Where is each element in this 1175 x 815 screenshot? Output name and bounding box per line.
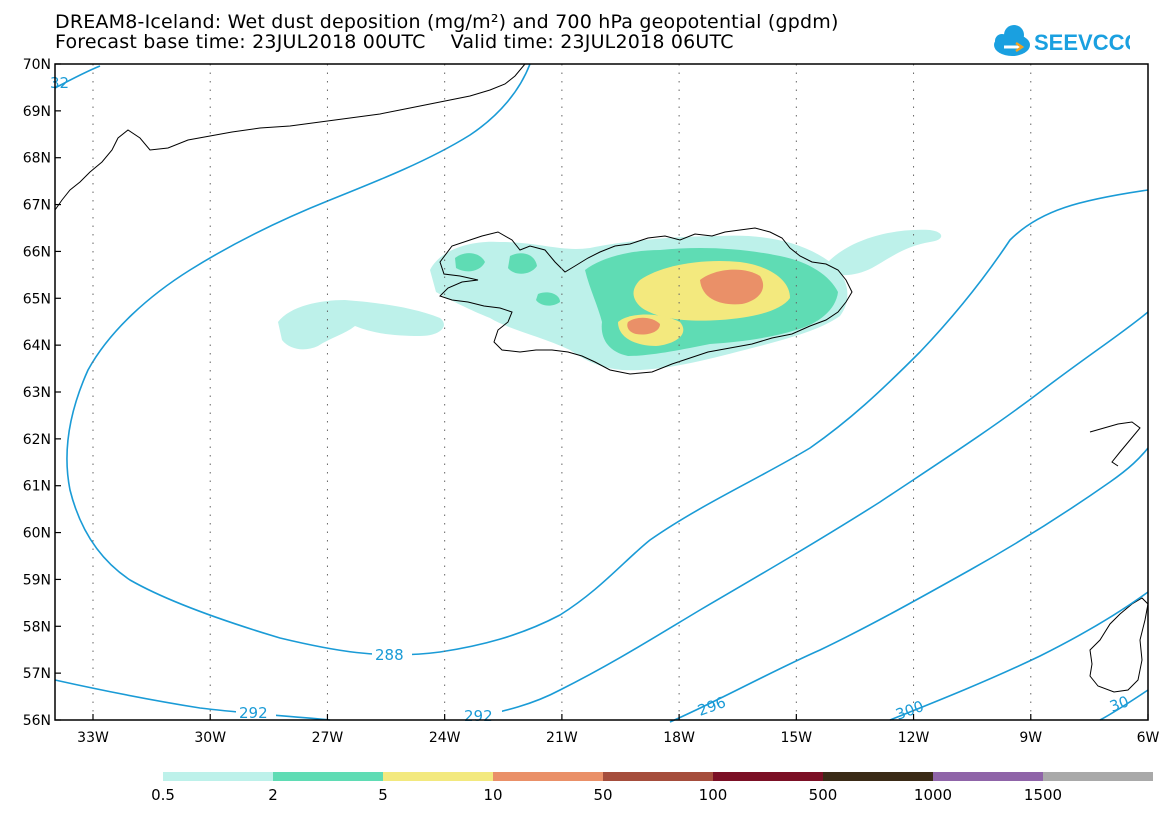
cloud-icon bbox=[994, 25, 1030, 56]
contour-296 bbox=[669, 447, 1149, 723]
contour-288 bbox=[54, 63, 1149, 656]
legend-swatch bbox=[823, 772, 933, 781]
contour-label-292b: 292 bbox=[464, 707, 493, 725]
legend-label: 1000 bbox=[914, 786, 952, 804]
lat-label: 67N bbox=[23, 198, 51, 214]
dust-patch-sea-east bbox=[828, 229, 942, 276]
coastline-faroe bbox=[1089, 421, 1141, 467]
legend-swatch bbox=[603, 772, 713, 781]
longitude-labels: 33W 30W 27W 24W 21W 18W 15W 12W 9W 6W bbox=[77, 730, 1159, 746]
lat-label: 57N bbox=[23, 666, 51, 682]
legend-swatch bbox=[713, 772, 823, 781]
label-bg-292a bbox=[236, 702, 276, 720]
legend-label: 5 bbox=[378, 786, 388, 804]
lon-label: 33W bbox=[77, 730, 109, 746]
dust-patch-iceland-10 bbox=[700, 269, 764, 305]
contour-label-296: 296 bbox=[695, 693, 728, 720]
lat-label: 62N bbox=[23, 432, 51, 448]
coastline-scotland bbox=[1089, 597, 1149, 693]
legend-label: 2 bbox=[268, 786, 278, 804]
lat-label: 61N bbox=[23, 479, 51, 495]
lat-label: 58N bbox=[23, 619, 51, 635]
axis-ticks bbox=[55, 63, 1149, 721]
lat-label: 70N bbox=[23, 57, 51, 73]
lon-label: 15W bbox=[780, 730, 812, 746]
legend-label: 10 bbox=[483, 786, 502, 804]
coastlines bbox=[54, 63, 1149, 693]
legend-color-bar bbox=[163, 772, 1153, 781]
lat-label: 69N bbox=[23, 104, 51, 120]
latitude-labels: 70N 69N 68N 67N 66N 65N 64N 63N 62N 61N 60N 59N 58N 5… bbox=[23, 57, 51, 729]
legend-label: 1500 bbox=[1024, 786, 1062, 804]
lon-label: 18W bbox=[663, 730, 695, 746]
gridlines bbox=[92, 64, 1032, 720]
seevccc-logo: SEEVCCC bbox=[994, 25, 1130, 56]
legend-label: 500 bbox=[809, 786, 838, 804]
forecast-times: Forecast base time: 23JUL2018 00UTC Vali… bbox=[55, 31, 734, 53]
logo-text: SEEVCCC bbox=[1034, 30, 1130, 55]
chart-title: DREAM8-Iceland: Wet dust deposition (mg/… bbox=[55, 11, 839, 33]
lat-label: 68N bbox=[23, 151, 51, 167]
map-frame bbox=[54, 63, 1149, 721]
legend-swatch bbox=[493, 772, 603, 781]
lat-label: 65N bbox=[23, 291, 51, 307]
lat-label: 63N bbox=[23, 385, 51, 401]
contour-300 bbox=[889, 591, 1149, 721]
lat-label: 66N bbox=[23, 244, 51, 260]
contour-304 bbox=[1099, 689, 1149, 721]
label-bg-288 bbox=[372, 644, 412, 664]
dust-deposition-layer bbox=[278, 229, 942, 371]
contour-label-288: 288 bbox=[375, 646, 404, 664]
legend-swatch bbox=[933, 772, 1043, 781]
lon-label: 9W bbox=[1019, 730, 1042, 746]
geopotential-contours bbox=[54, 63, 1149, 723]
legend-label: 50 bbox=[593, 786, 612, 804]
lat-label: 60N bbox=[23, 526, 51, 542]
lon-label: 6W bbox=[1137, 730, 1160, 746]
lon-label: 12W bbox=[898, 730, 930, 746]
legend-label: 100 bbox=[699, 786, 728, 804]
legend-labels: 0.5 2 5 10 50 100 500 1000 1500 bbox=[151, 786, 1062, 804]
legend-swatch bbox=[273, 772, 383, 781]
legend-label: 0.5 bbox=[151, 786, 175, 804]
contour-label-partial-right: 30 bbox=[1107, 692, 1131, 715]
legend-swatch bbox=[163, 772, 273, 781]
lat-label: 64N bbox=[23, 338, 51, 354]
lon-label: 24W bbox=[429, 730, 461, 746]
lon-label: 27W bbox=[312, 730, 344, 746]
legend-swatch bbox=[1043, 772, 1153, 781]
dust-patch-sea-west bbox=[278, 300, 444, 350]
lat-label: 59N bbox=[23, 572, 51, 588]
dust-patch-nw bbox=[508, 253, 537, 274]
contour-label-292a: 292 bbox=[239, 704, 268, 722]
contour-label-partial-left: 32 bbox=[50, 74, 69, 92]
contour-292 bbox=[54, 311, 1149, 721]
dust-patch-iceland-10-south bbox=[627, 317, 660, 335]
lon-label: 30W bbox=[194, 730, 226, 746]
lat-label: 56N bbox=[23, 713, 51, 729]
lon-label: 21W bbox=[546, 730, 578, 746]
label-bg-292b bbox=[462, 706, 502, 720]
contour-labels: 288 292 292 296 300 32 30 bbox=[50, 74, 1131, 725]
dust-patch-w bbox=[536, 292, 560, 306]
legend-swatch bbox=[383, 772, 493, 781]
coastline-iceland bbox=[439, 227, 853, 375]
coastline-greenland bbox=[54, 63, 526, 211]
dust-patch-westfjords bbox=[455, 253, 485, 272]
